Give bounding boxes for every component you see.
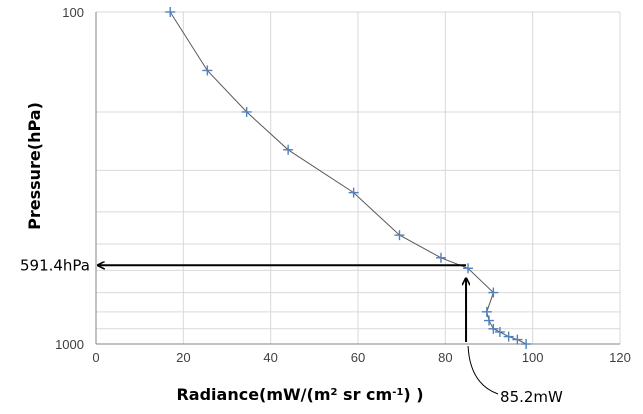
data-point [435,252,446,263]
x-axis-title: Radiance(mW/(m2 sr cm-1) ) [176,385,423,404]
y-tick-label: 100 [62,5,84,20]
x-axis-title-sup1: 2 [331,387,338,398]
data-point [481,306,492,317]
x-axis-title-part1: Radiance(mW/(m [176,385,330,404]
data-point [484,315,494,326]
data-point [202,65,213,76]
radiance-annotation-label: 85.2mW [500,388,563,406]
x-tick-label: 20 [176,350,190,365]
x-tick-label: 60 [351,350,365,365]
x-axis-title-part2: sr cm [337,385,392,404]
data-series [165,7,532,349]
data-point [241,106,252,117]
x-axis-title-part3: ) ) [403,385,423,404]
data-point [165,7,176,17]
x-tick-label: 120 [609,350,631,365]
x-tick-label: 40 [263,350,277,365]
gridlines [95,11,621,345]
axes [95,12,620,345]
data-point [488,287,499,298]
data-point [394,230,405,241]
radiance-leader [467,345,499,395]
y-tick-label: 1000 [55,337,84,352]
x-tick-label: 0 [92,350,99,365]
data-point [463,263,474,274]
data-point [488,323,499,334]
x-tick-label: 100 [522,350,544,365]
series-line [169,11,527,345]
data-point [512,334,523,345]
pressure-annotation-label: 591.4hPa [20,256,90,274]
data-point [283,144,294,155]
tick-labels: 0 20 40 60 80 100 120 100 1000 [55,5,631,365]
annotations: 591.4hPa 85.2mW [20,256,563,406]
data-point [503,331,514,342]
x-axis-title-sup2: -1 [392,387,403,398]
y-axis-title: Pressure(hPa) [25,102,44,230]
data-point [348,187,359,198]
x-tick-label: 80 [438,350,452,365]
data-point [494,326,505,337]
data-point [521,339,532,349]
